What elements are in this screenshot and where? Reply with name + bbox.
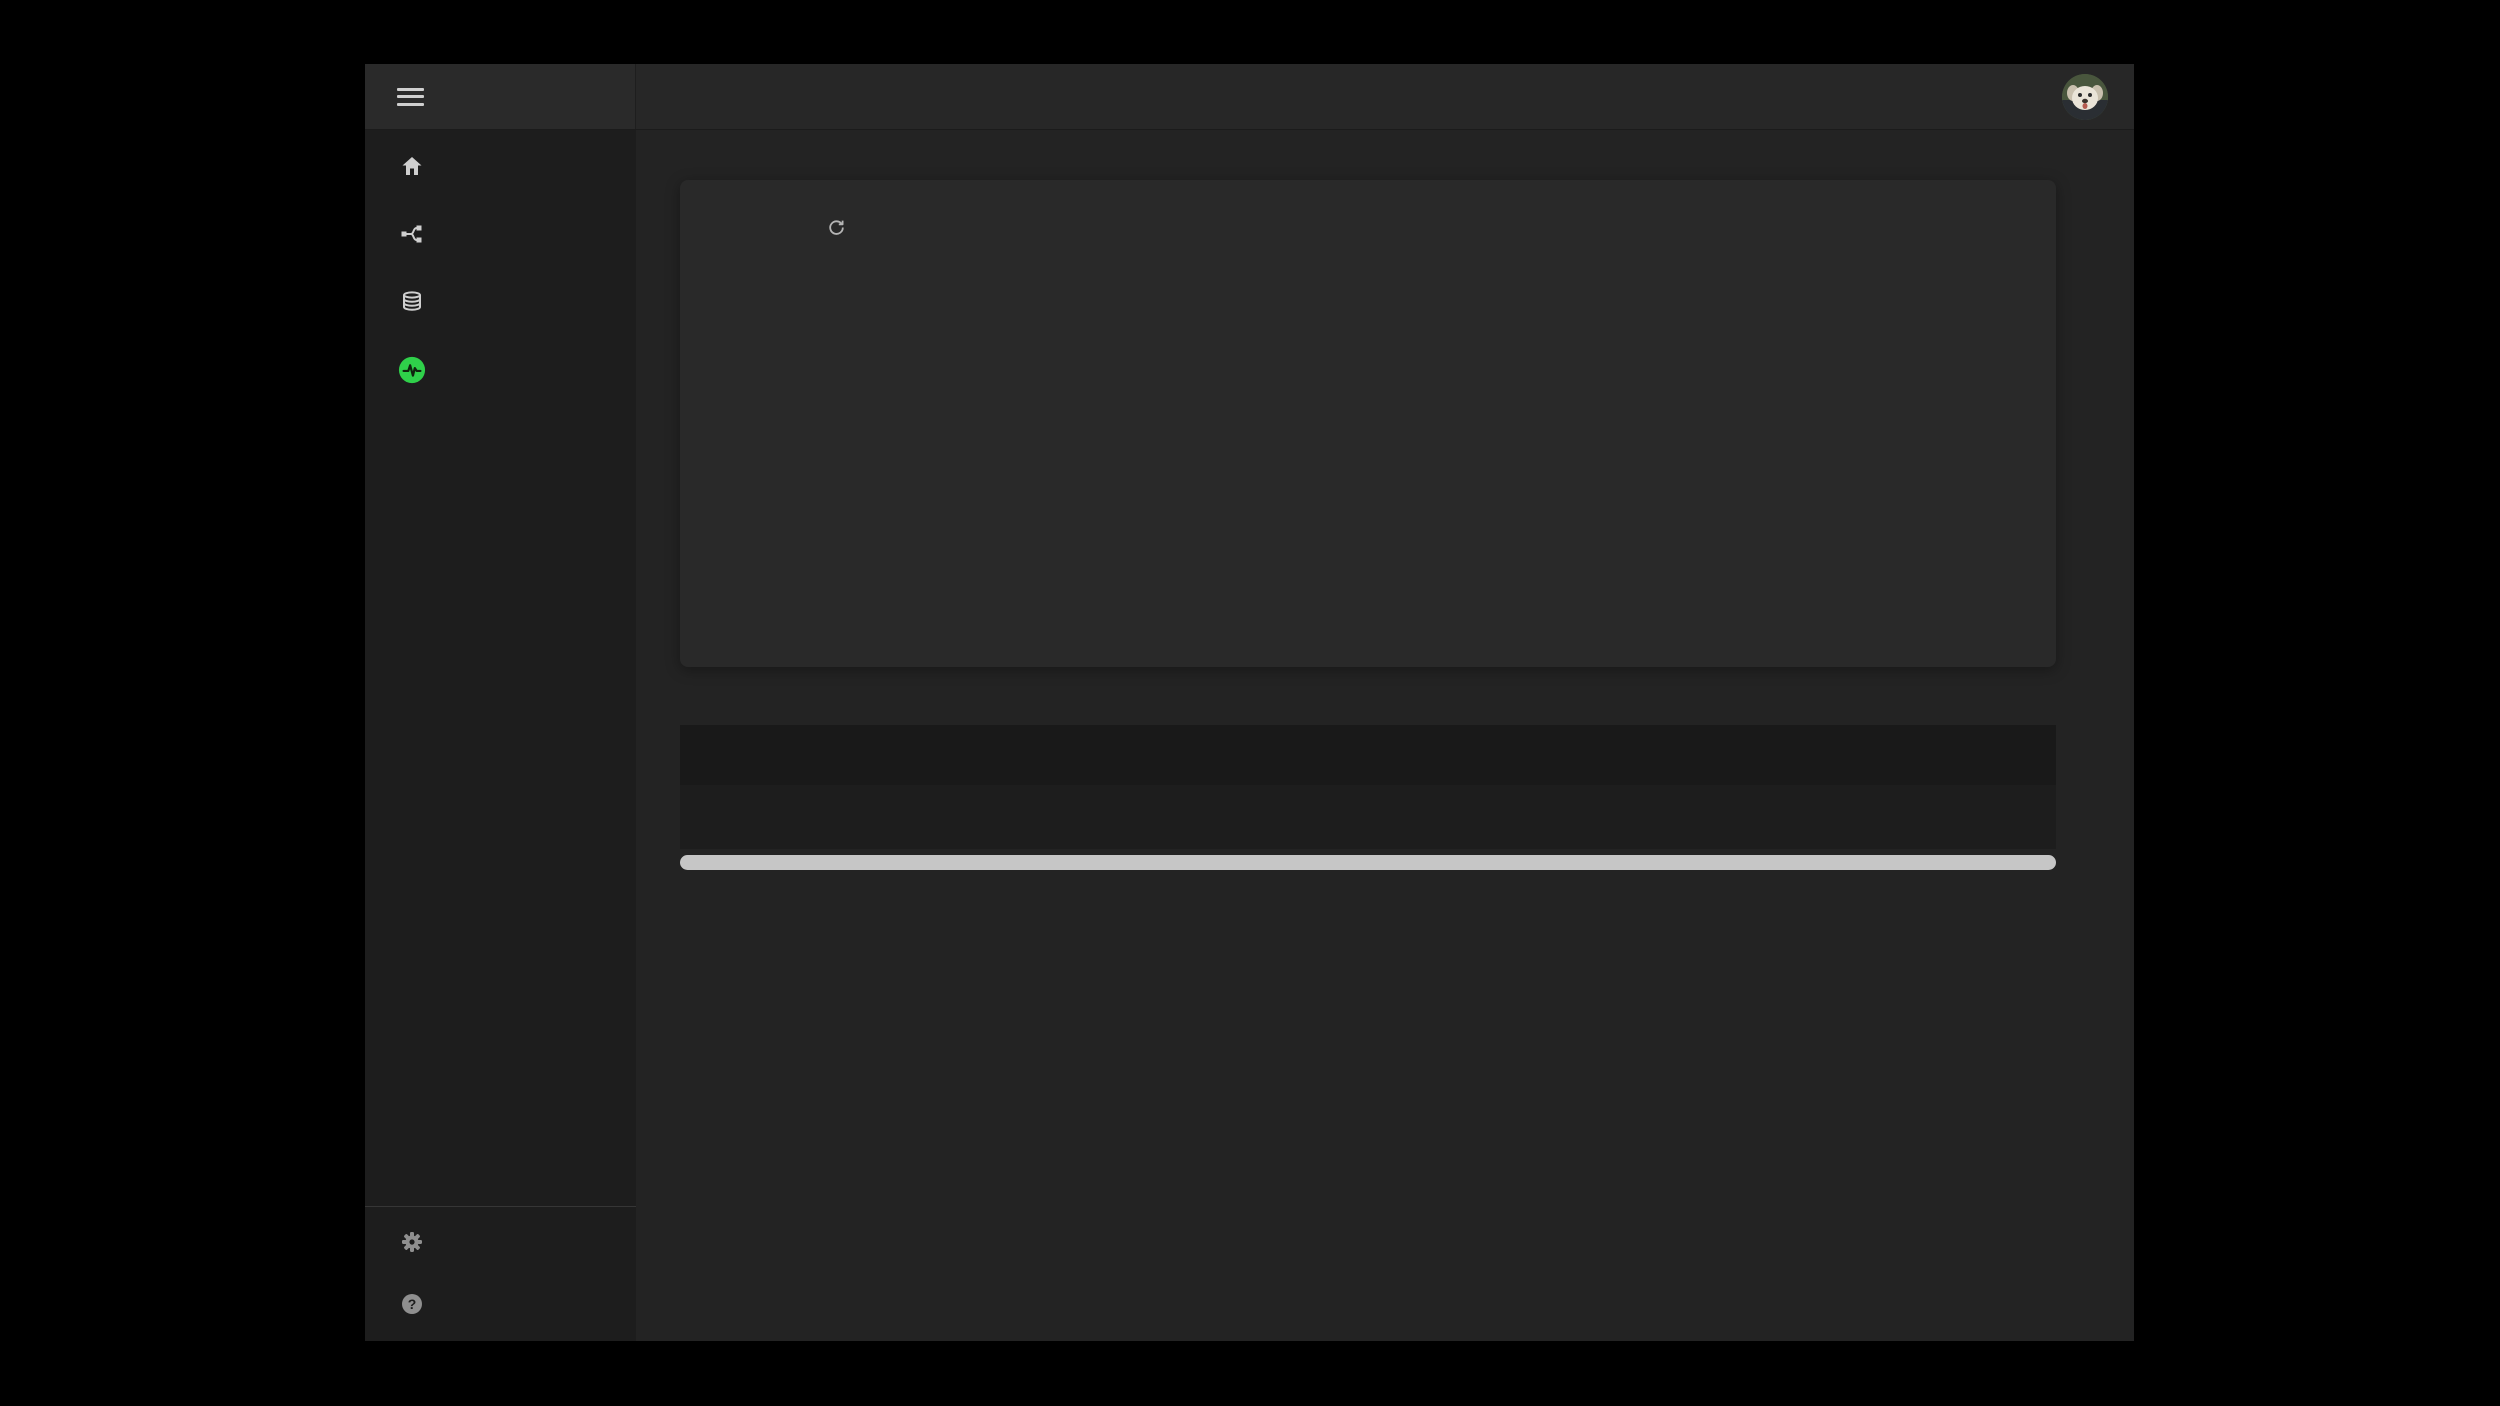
card-subtitle-row — [818, 219, 1902, 236]
active-jobs-card — [680, 180, 2056, 667]
pipelines-table — [680, 725, 2056, 870]
database-icon — [398, 290, 426, 314]
monitoring-pulse-icon — [398, 355, 426, 385]
main-content — [636, 130, 2134, 1341]
sidebar: ? — [365, 130, 636, 1341]
user-avatar[interactable] — [2062, 73, 2108, 120]
pipeline-icon — [398, 222, 426, 246]
active-jobs-chart[interactable] — [818, 264, 1902, 507]
hamburger-menu-icon[interactable] — [397, 87, 424, 106]
refresh-icon[interactable] — [828, 219, 845, 236]
table-footer-spacer — [680, 785, 2056, 849]
app-window: ? — [365, 64, 2134, 1341]
sidebar-item-data-management[interactable] — [365, 268, 636, 336]
body-row: ? — [365, 130, 2134, 1341]
sidebar-item-settings[interactable] — [365, 1211, 636, 1273]
sidebar-footer: ? — [365, 1206, 636, 1341]
topnav — [636, 64, 2134, 129]
dog-avatar-image — [2062, 73, 2108, 120]
sidebar-item-home[interactable] — [365, 132, 636, 200]
brand-logo — [464, 85, 466, 108]
sidebar-item-help-feedback[interactable]: ? — [365, 1273, 636, 1335]
topbar — [365, 64, 2134, 130]
gear-icon — [398, 1230, 426, 1254]
home-icon — [398, 154, 426, 178]
svg-text:?: ? — [408, 1296, 417, 1312]
sidebar-item-build-pipeline[interactable] — [365, 200, 636, 268]
sidebar-header — [365, 64, 636, 129]
sidebar-item-monitoring[interactable] — [365, 336, 636, 404]
help-icon: ? — [398, 1292, 426, 1316]
table-header-row — [680, 725, 2056, 785]
chart-x-axis-labels — [818, 507, 1902, 587]
topnav-tabs — [748, 64, 888, 129]
horizontal-scrollbar[interactable] — [680, 855, 2056, 870]
